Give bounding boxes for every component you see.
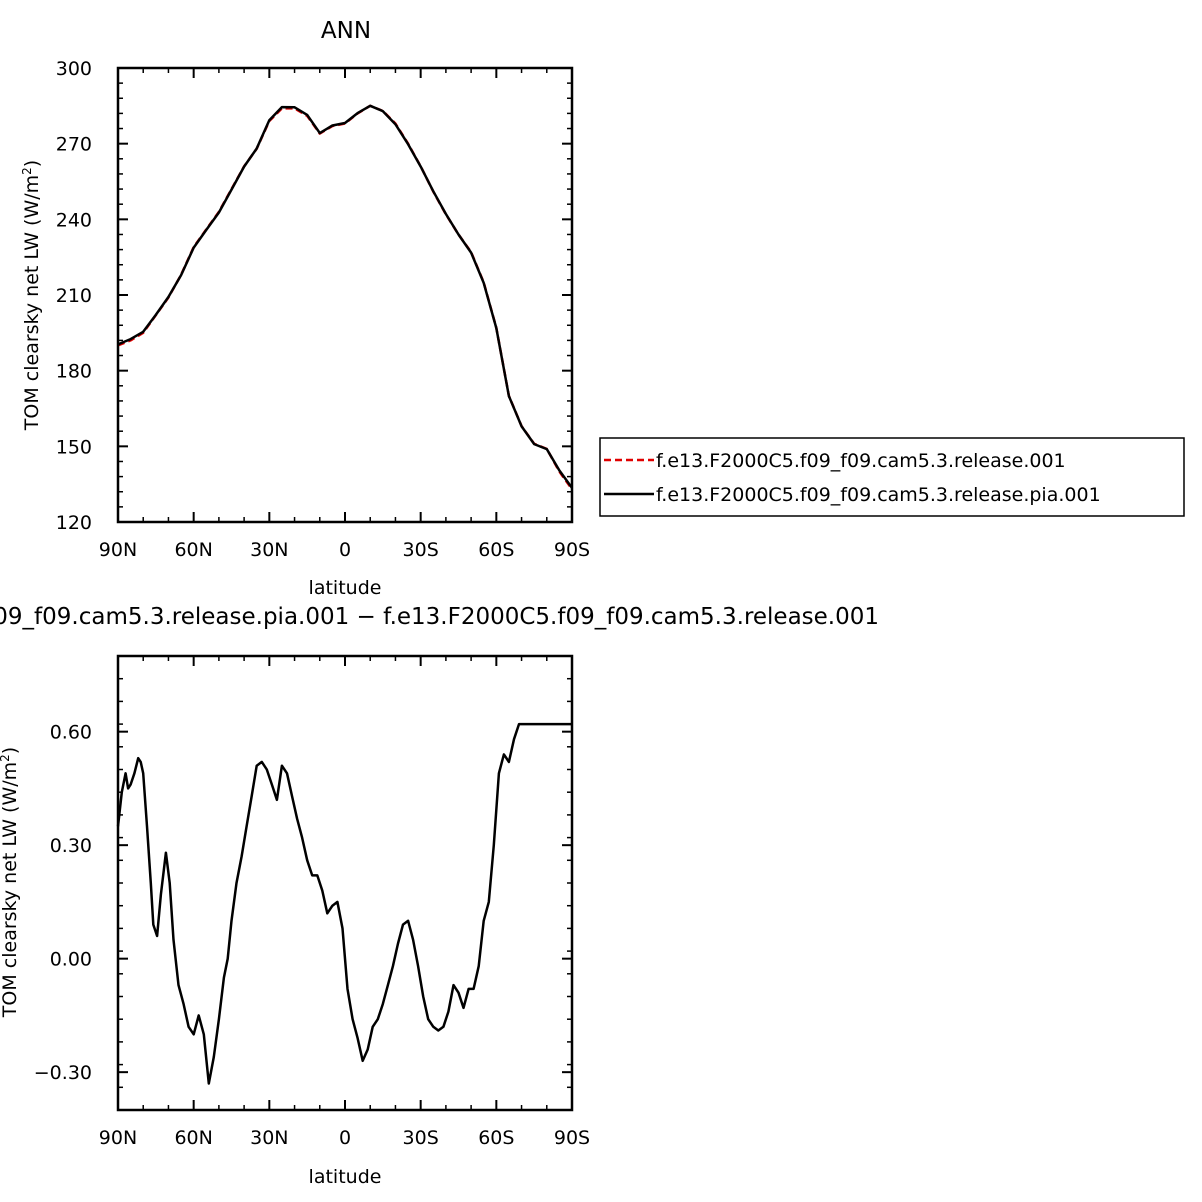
bottom-y-axis-title: TOM clearsky net LW (W/m2)	[0, 747, 21, 1018]
top-axis-ticks: 90N 60N 30N 0 30S 60S 90S 120 150 180 210 240 270 300	[56, 58, 590, 561]
top-y-tick-label: 300	[56, 58, 92, 80]
top-x-tick-label: 0	[339, 539, 351, 561]
top-y-tick-label: 180	[56, 361, 92, 383]
top-y-axis-title: TOM clearsky net LW (W/m2)	[20, 160, 43, 431]
top-y-tick-label: 210	[56, 285, 92, 307]
bottom-x-tick-label: 60N	[174, 1127, 212, 1149]
bottom-y-tick-label: 0.30	[50, 835, 92, 857]
bottom-y-axis-title-sup: 2	[0, 754, 12, 762]
legend: f.e13.F2000C5.f09_f09.cam5.3.release.001…	[599, 437, 1185, 517]
top-y-tick-label: 120	[56, 512, 92, 534]
bottom-x-tick-label: 30N	[250, 1127, 288, 1149]
top-y-tick-label: 150	[56, 436, 92, 458]
legend-label-control: f.e13.F2000C5.f09_f09.cam5.3.release.001	[656, 450, 1066, 472]
bottom-x-tick-label: 90S	[554, 1127, 590, 1149]
top-plot-data	[117, 104, 574, 490]
legend-box	[599, 437, 1185, 517]
top-x-tick-label: 90S	[554, 539, 590, 561]
bottom-series-line-0	[116, 722, 572, 1085]
bottom-y-tick-label: 0.60	[50, 722, 92, 744]
top-plot-frame	[116, 66, 574, 524]
top-y-tick-label: 240	[56, 209, 92, 231]
top-y-tick-label: 270	[56, 134, 92, 156]
bottom-x-tick-label: 0	[339, 1127, 351, 1149]
top-x-tick-label: 30S	[403, 539, 439, 561]
top-y-axis-title-base: TOM clearsky net LW (W/m	[21, 175, 43, 431]
bottom-plot-frame	[116, 654, 574, 1112]
bottom-plot-data	[116, 722, 572, 1085]
top-x-tick-label: 90N	[99, 539, 137, 561]
bottom-x-tick-label: 60S	[478, 1127, 514, 1149]
top-series-line-0	[117, 104, 574, 490]
bottom-x-tick-label: 90N	[99, 1127, 137, 1149]
top-series-line-1	[117, 104, 574, 489]
bottom-y-tick-label: −0.30	[34, 1062, 92, 1084]
bottom-plot-title: f.e13.F2000C5.f09_f09.cam5.3.release.pia…	[0, 604, 879, 630]
bottom-panel: f.e13.F2000C5.f09_f09.cam5.3.release.pia…	[0, 604, 879, 1188]
top-x-tick-label: 30N	[250, 539, 288, 561]
bottom-y-axis-title-base: TOM clearsky net LW (W/m	[0, 762, 21, 1018]
top-panel: ANN 90N 60N 30N 0 30S 60S 90S 120 150 180 210 240 27…	[20, 18, 590, 599]
top-plot-title: ANN	[321, 18, 371, 44]
legend-label-pia: f.e13.F2000C5.f09_f09.cam5.3.release.pia…	[656, 484, 1101, 506]
top-x-axis-title: latitude	[309, 577, 382, 599]
top-y-axis-title-end: )	[21, 160, 43, 167]
bottom-y-tick-label: 0.00	[50, 949, 92, 971]
top-x-tick-label: 60N	[174, 539, 212, 561]
top-x-tick-label: 60S	[478, 539, 514, 561]
bottom-y-axis-title-end: )	[0, 747, 21, 754]
top-y-axis-title-sup: 2	[20, 167, 34, 175]
bottom-axis-ticks: 90N 60N 30N 0 30S 60S 90S −0.30 0.00 0.30 0.60	[34, 655, 590, 1149]
bottom-x-tick-label: 30S	[403, 1127, 439, 1149]
bottom-x-axis-title: latitude	[309, 1166, 382, 1188]
